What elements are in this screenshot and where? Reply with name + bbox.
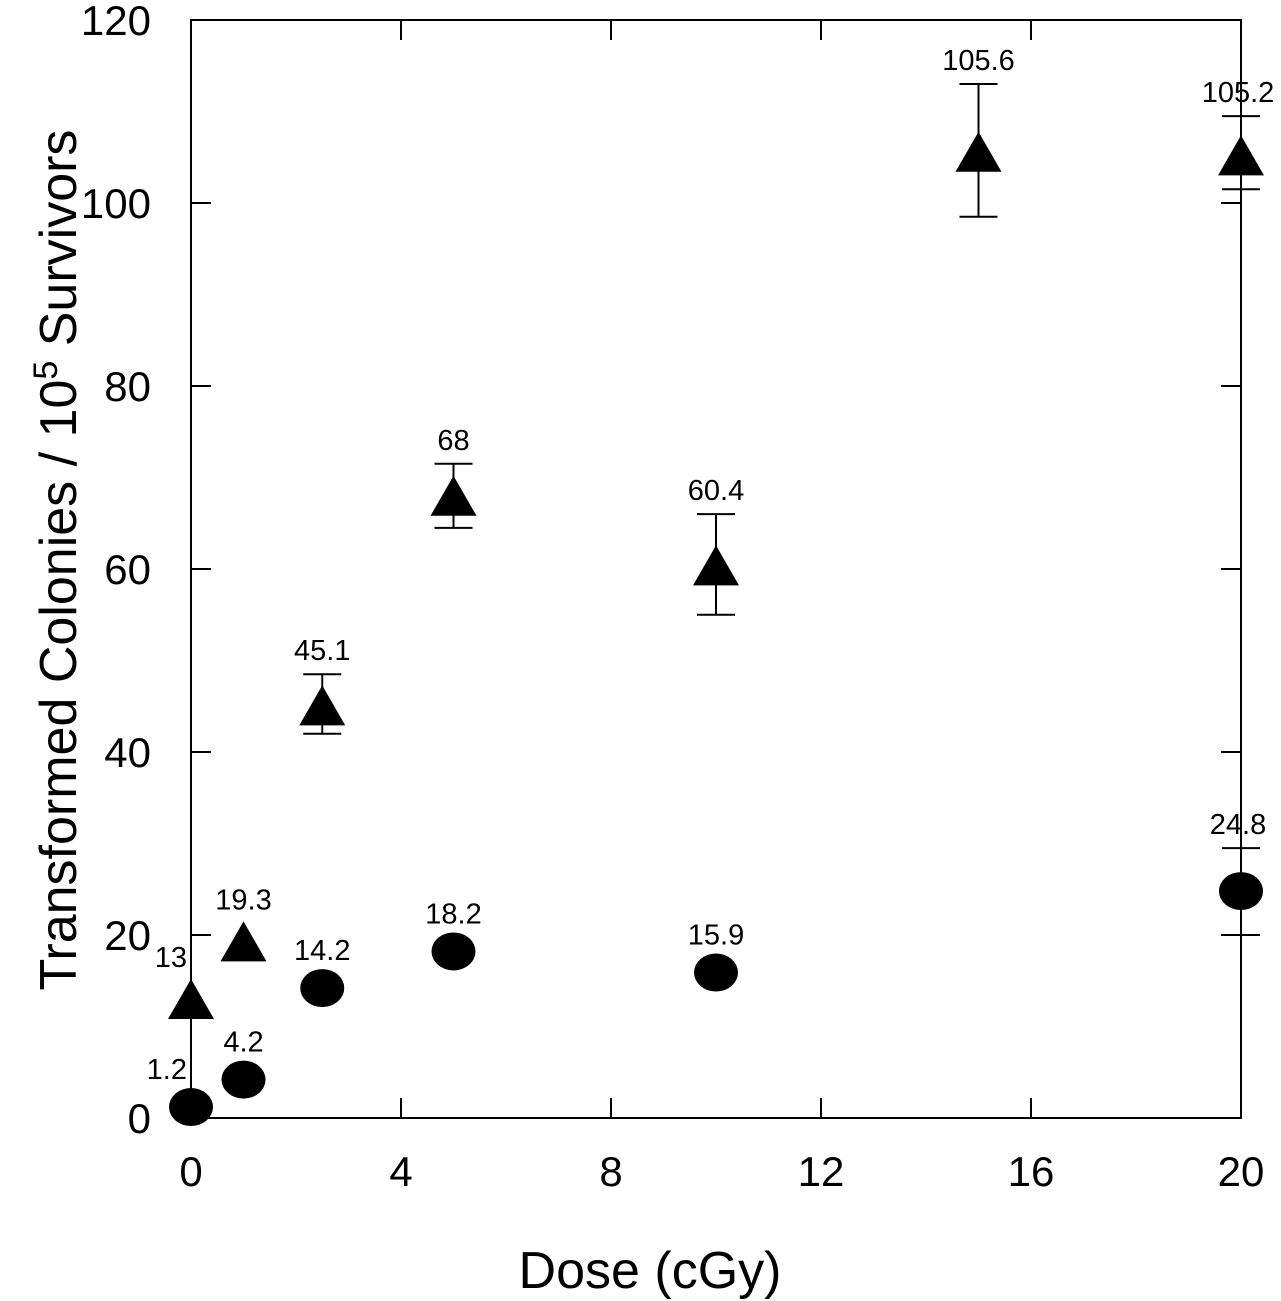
tick-labels: 0 4 8 12 16 20 0 20 40 60 80 100 120 bbox=[81, 0, 1264, 1195]
circle-marker bbox=[221, 1060, 266, 1099]
x-axis-title: Dose (cGy) bbox=[519, 1242, 782, 1300]
data-labels: 13 19.3 45.1 68 60.4 105.6 105.2 1.2 4.2 14.2 18.2… bbox=[147, 45, 1275, 1086]
x-tick-label: 0 bbox=[179, 1148, 202, 1195]
x-tick-label: 12 bbox=[798, 1148, 845, 1195]
y-tick-label: 100 bbox=[81, 180, 151, 227]
data-label: 45.1 bbox=[294, 635, 350, 667]
data-label: 1.2 bbox=[147, 1054, 187, 1086]
circle-marker bbox=[1219, 872, 1263, 911]
y-axis-title-suffix: Survivors bbox=[30, 130, 88, 361]
triangle-marker bbox=[1218, 135, 1264, 176]
y-axis-title-prefix: Transformed Colonies / 10 bbox=[30, 380, 88, 991]
circle-marker bbox=[300, 969, 345, 1008]
y-tick-label: 80 bbox=[104, 363, 151, 410]
y-axis-title: Transformed Colonies / 105 Survivors bbox=[27, 130, 88, 991]
y-axis-title-superscript: 5 bbox=[27, 361, 65, 380]
y-tick-label: 40 bbox=[104, 729, 151, 776]
data-label: 60.4 bbox=[688, 475, 744, 507]
triangle-marker bbox=[168, 979, 214, 1020]
circle-marker bbox=[694, 953, 738, 992]
data-label: 105.2 bbox=[1202, 77, 1275, 109]
y-tick-label: 20 bbox=[104, 912, 151, 959]
data-label: 15.9 bbox=[688, 920, 744, 952]
data-label: 24.8 bbox=[1210, 809, 1266, 841]
triangle-marker bbox=[299, 685, 346, 726]
y-tick-label: 0 bbox=[128, 1095, 151, 1142]
data-label: 14.2 bbox=[294, 935, 350, 967]
triangle-marker bbox=[693, 545, 739, 586]
triangle-marker bbox=[955, 131, 1002, 172]
x-tick-label: 16 bbox=[1008, 1148, 1055, 1195]
data-label: 19.3 bbox=[215, 884, 271, 916]
circle-marker bbox=[431, 932, 476, 971]
data-label: 13 bbox=[155, 942, 187, 974]
data-marks bbox=[168, 83, 1264, 1127]
y-tick-label: 120 bbox=[81, 0, 151, 44]
data-label: 68 bbox=[437, 425, 469, 457]
circle-marker bbox=[169, 1088, 213, 1127]
x-tick-label: 20 bbox=[1218, 1148, 1265, 1195]
triangle-marker bbox=[220, 921, 267, 962]
triangle-marker bbox=[430, 475, 477, 516]
data-label: 4.2 bbox=[223, 1027, 263, 1059]
data-label: 18.2 bbox=[425, 898, 481, 930]
x-tick-label: 8 bbox=[599, 1148, 622, 1195]
y-tick-label: 60 bbox=[104, 546, 151, 593]
x-tick-label: 4 bbox=[389, 1148, 412, 1195]
data-label: 105.6 bbox=[942, 45, 1015, 77]
